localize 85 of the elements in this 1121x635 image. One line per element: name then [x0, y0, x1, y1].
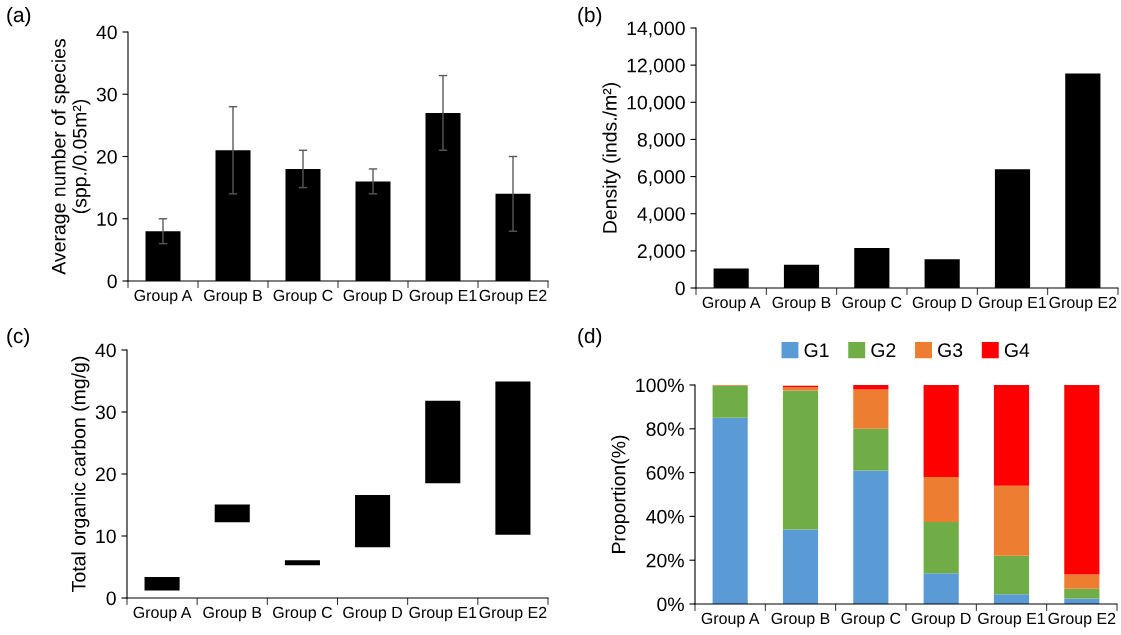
chart-title: (b) [578, 6, 602, 27]
bar [425, 400, 461, 484]
bar [853, 470, 889, 604]
x-tick-label: Group D [343, 289, 403, 305]
bar [782, 390, 819, 530]
y-tick-label: 20 [95, 467, 116, 482]
y-tick-label: 80% [646, 422, 684, 437]
x-tick-label: Group E1 [979, 296, 1046, 312]
x-tick-label: Group E1 [978, 612, 1045, 628]
bar [214, 504, 250, 523]
y-tick-label: 0 [675, 281, 685, 296]
x-tick-label: Group C [273, 289, 333, 305]
y-tick-label: 6,000 [637, 170, 685, 187]
y-tick-label: 30 [96, 87, 117, 102]
bar [1064, 574, 1100, 589]
y-tick-label: 12,000 [627, 58, 685, 75]
x-tick-label: Group E1 [409, 606, 477, 622]
bar [993, 385, 1030, 486]
y-tick-label: 4,000 [637, 207, 685, 224]
legend-label: G3 [938, 343, 963, 358]
bar [1064, 588, 1100, 599]
bar [923, 385, 959, 477]
y-axis-title: Total organic carbon (mg/g) [71, 356, 90, 592]
y-tick-label: 2,000 [637, 244, 685, 261]
bar [993, 485, 1030, 556]
x-tick-label: Group E1 [409, 289, 477, 305]
x-tick-label: Group A [701, 612, 760, 628]
y-tick-label: 40 [96, 25, 117, 40]
y-tick-label: 40% [646, 509, 684, 524]
y-axis-title: Proportion(%) [611, 435, 630, 553]
x-tick-label: Group B [772, 296, 831, 312]
y-tick-label: 20% [646, 553, 684, 568]
chart-title: (d) [578, 327, 602, 348]
y-tick-label: 40 [95, 343, 116, 358]
x-tick-label: Group C [273, 606, 332, 622]
y-tick-label: 0 [106, 591, 116, 606]
x-tick-label: Group D [912, 296, 972, 312]
legend-label: G1 [804, 343, 829, 358]
y-tick-label: 10 [97, 212, 117, 226]
bar [923, 521, 959, 574]
bar [923, 476, 959, 522]
y-tick-label: 100% [636, 378, 684, 393]
bar [853, 385, 889, 390]
bar [355, 495, 391, 548]
y-tick-label: 0 [107, 274, 117, 289]
x-tick-label: Group C [841, 612, 901, 628]
bar [144, 576, 180, 591]
bar [993, 555, 1030, 595]
x-tick-label: Group A [133, 606, 192, 622]
x-tick-label: Group B [204, 289, 262, 305]
x-tick-label: Group D [911, 612, 971, 628]
x-tick-label: Group E2 [479, 289, 547, 305]
bar [495, 381, 531, 535]
x-tick-label: Group C [842, 296, 902, 312]
x-tick-label: Group B [203, 606, 262, 622]
x-tick-label: Group D [343, 606, 402, 622]
x-tick-label: Group E2 [1049, 296, 1117, 312]
y-tick-label: 10 [96, 529, 116, 544]
y-tick-label: 14,000 [627, 21, 685, 38]
x-tick-label: Group B [771, 612, 830, 628]
bar [284, 560, 320, 566]
bar [993, 594, 1030, 604]
bar [853, 428, 889, 471]
x-tick-label: Group A [134, 289, 193, 305]
x-tick-label: Group A [702, 296, 761, 312]
bar [712, 417, 748, 604]
y-tick-label: 8,000 [637, 132, 685, 149]
legend-label: G4 [1004, 343, 1030, 358]
bar [923, 573, 959, 604]
y-tick-label: 20 [96, 149, 117, 164]
y-axis-title: Density (inds./m²) [602, 83, 621, 233]
y-tick-label: 60% [646, 466, 684, 480]
y-tick-label: 0% [657, 597, 684, 612]
legend-label: G2 [871, 343, 896, 358]
bar [1064, 385, 1100, 575]
bar [782, 529, 819, 604]
y-axis-title: Average number of species (spp./0.05m²) [51, 39, 91, 275]
x-tick-label: Group E2 [479, 606, 547, 622]
x-tick-label: Group E2 [1048, 612, 1116, 628]
y-tick-label: 10,000 [627, 95, 685, 112]
chart-title: (a) [7, 6, 31, 27]
bar [853, 389, 889, 429]
y-tick-label: 30 [95, 405, 116, 420]
chart-title: (c) [7, 327, 29, 348]
bar [712, 385, 748, 418]
